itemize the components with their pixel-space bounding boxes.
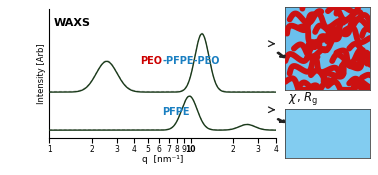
X-axis label: q  [nm⁻¹]: q [nm⁻¹] <box>142 155 183 164</box>
Text: $\chi$: $\chi$ <box>288 92 298 106</box>
Y-axis label: Intensity [Arb]: Intensity [Arb] <box>37 43 46 104</box>
Text: -PFPE-PEO: -PFPE-PEO <box>163 55 220 66</box>
Text: , $R_\mathrm{g}$: , $R_\mathrm{g}$ <box>296 90 318 107</box>
Text: PEO: PEO <box>141 55 163 66</box>
Text: WAXS: WAXS <box>54 18 91 28</box>
Text: PFPE: PFPE <box>163 107 190 117</box>
